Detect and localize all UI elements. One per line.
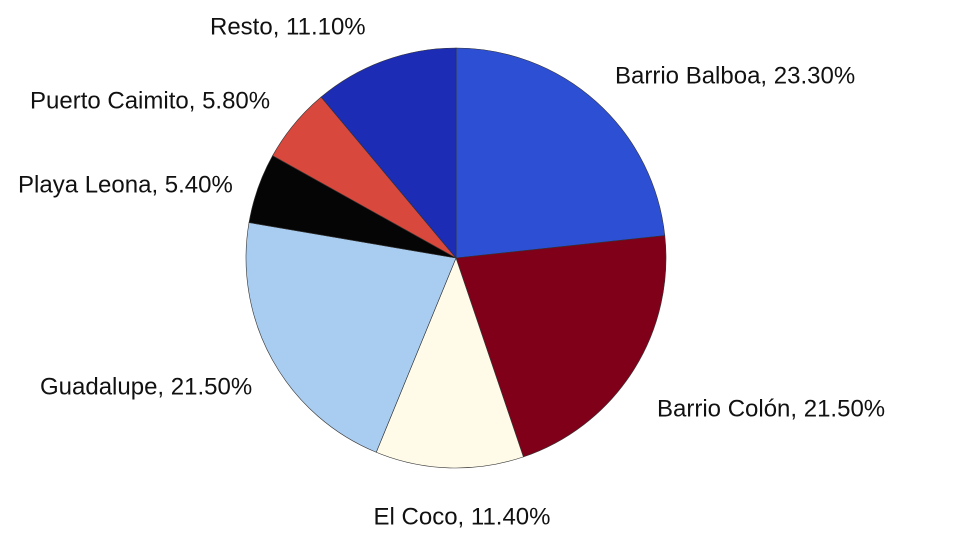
slice-label: El Coco, 11.40% xyxy=(374,503,551,530)
slice-label: Guadalupe, 21.50% xyxy=(40,373,252,400)
pie-slice xyxy=(455,235,667,458)
slice-label: Barrio Balboa, 23.30% xyxy=(615,62,855,89)
pie-slice xyxy=(320,47,457,259)
pie-slice xyxy=(455,47,666,259)
slice-label: Puerto Caimito, 5.80% xyxy=(30,87,270,114)
slice-label: Resto, 11.10% xyxy=(210,13,366,40)
pie-slice xyxy=(375,257,524,469)
pie-slice xyxy=(245,222,457,453)
slice-label: Barrio Colón, 21.50% xyxy=(657,395,885,422)
slice-label: Playa Leona, 5.40% xyxy=(18,171,233,198)
